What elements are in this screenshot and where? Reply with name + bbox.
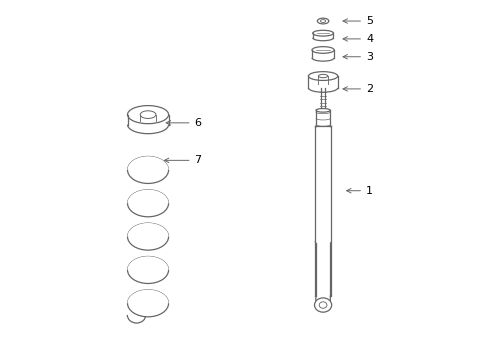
Text: 5: 5	[342, 16, 372, 26]
Ellipse shape	[319, 302, 326, 308]
Ellipse shape	[317, 18, 328, 24]
Text: 1: 1	[346, 186, 372, 196]
Ellipse shape	[315, 109, 329, 112]
Ellipse shape	[127, 290, 168, 317]
Text: 3: 3	[342, 52, 372, 62]
Ellipse shape	[314, 298, 331, 312]
Text: 6: 6	[166, 118, 201, 128]
Ellipse shape	[127, 156, 168, 184]
Ellipse shape	[140, 111, 156, 118]
Ellipse shape	[127, 256, 168, 283]
Text: 4: 4	[342, 34, 372, 44]
Ellipse shape	[127, 190, 168, 217]
Ellipse shape	[127, 105, 168, 124]
Ellipse shape	[320, 19, 325, 22]
Ellipse shape	[308, 72, 337, 80]
Text: 2: 2	[342, 84, 372, 94]
Ellipse shape	[127, 223, 168, 250]
Ellipse shape	[312, 30, 333, 36]
Ellipse shape	[311, 47, 333, 53]
Bar	[314, 126, 331, 296]
Text: 7: 7	[164, 156, 201, 165]
Ellipse shape	[318, 75, 327, 78]
